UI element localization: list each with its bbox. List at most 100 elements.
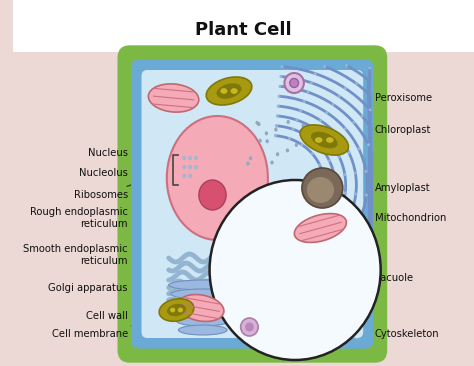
Text: Plant Cell: Plant Cell xyxy=(195,21,292,39)
Ellipse shape xyxy=(313,127,316,130)
Ellipse shape xyxy=(276,115,279,117)
Ellipse shape xyxy=(319,202,322,205)
Ellipse shape xyxy=(328,254,331,257)
Ellipse shape xyxy=(188,165,192,169)
Ellipse shape xyxy=(231,88,237,94)
Ellipse shape xyxy=(264,131,268,135)
Ellipse shape xyxy=(314,72,317,75)
Ellipse shape xyxy=(344,87,347,90)
Ellipse shape xyxy=(318,163,321,167)
Ellipse shape xyxy=(365,228,368,231)
Ellipse shape xyxy=(290,78,299,87)
Ellipse shape xyxy=(176,316,229,326)
Ellipse shape xyxy=(182,174,186,178)
Ellipse shape xyxy=(328,159,331,163)
Ellipse shape xyxy=(319,119,322,122)
Ellipse shape xyxy=(169,280,237,290)
Ellipse shape xyxy=(210,180,381,360)
Text: Mitochondrion: Mitochondrion xyxy=(349,213,446,226)
Ellipse shape xyxy=(292,128,294,131)
Ellipse shape xyxy=(241,318,258,336)
Ellipse shape xyxy=(349,250,352,253)
Ellipse shape xyxy=(322,246,325,249)
Text: Ribosomes: Ribosomes xyxy=(73,171,173,200)
Ellipse shape xyxy=(257,122,261,126)
Ellipse shape xyxy=(360,115,364,117)
Ellipse shape xyxy=(301,143,303,146)
Ellipse shape xyxy=(323,65,326,68)
Ellipse shape xyxy=(348,277,351,280)
Ellipse shape xyxy=(171,289,235,299)
Ellipse shape xyxy=(368,313,371,316)
Ellipse shape xyxy=(344,127,347,130)
Ellipse shape xyxy=(338,155,341,158)
Ellipse shape xyxy=(339,209,342,212)
Text: Cytoskeleton: Cytoskeleton xyxy=(356,322,439,339)
Ellipse shape xyxy=(355,82,358,85)
Ellipse shape xyxy=(188,156,192,160)
Ellipse shape xyxy=(217,83,242,99)
Ellipse shape xyxy=(279,85,282,88)
Ellipse shape xyxy=(355,193,357,195)
Ellipse shape xyxy=(322,176,325,179)
Ellipse shape xyxy=(286,120,290,124)
Ellipse shape xyxy=(159,299,194,321)
Ellipse shape xyxy=(331,103,334,106)
Ellipse shape xyxy=(286,148,289,152)
Ellipse shape xyxy=(300,125,348,155)
Ellipse shape xyxy=(312,213,315,216)
Ellipse shape xyxy=(322,189,325,192)
FancyBboxPatch shape xyxy=(118,46,386,362)
Ellipse shape xyxy=(294,214,346,242)
Ellipse shape xyxy=(315,238,318,241)
Ellipse shape xyxy=(295,143,298,147)
Ellipse shape xyxy=(333,190,336,193)
Ellipse shape xyxy=(281,65,283,68)
FancyBboxPatch shape xyxy=(132,60,373,348)
Text: Peroxisome: Peroxisome xyxy=(308,82,432,103)
Text: Smooth endoplasmic
reticulum: Smooth endoplasmic reticulum xyxy=(23,244,223,266)
Ellipse shape xyxy=(345,64,348,67)
Ellipse shape xyxy=(178,295,224,321)
Ellipse shape xyxy=(367,143,370,146)
Text: Amyloplast: Amyloplast xyxy=(346,183,430,193)
Ellipse shape xyxy=(341,270,344,273)
Text: Vacuole: Vacuole xyxy=(362,266,414,283)
Ellipse shape xyxy=(329,225,332,228)
Ellipse shape xyxy=(327,267,330,270)
Text: Golgi apparatus: Golgi apparatus xyxy=(48,283,203,296)
Ellipse shape xyxy=(182,165,186,169)
Ellipse shape xyxy=(278,95,281,98)
Ellipse shape xyxy=(270,161,273,165)
Ellipse shape xyxy=(295,119,298,122)
Ellipse shape xyxy=(199,180,226,210)
Ellipse shape xyxy=(265,139,269,143)
Ellipse shape xyxy=(303,100,306,103)
Ellipse shape xyxy=(277,105,280,108)
Ellipse shape xyxy=(188,174,192,178)
Ellipse shape xyxy=(206,77,252,105)
Ellipse shape xyxy=(325,111,328,114)
Ellipse shape xyxy=(336,133,338,137)
Ellipse shape xyxy=(302,223,305,226)
Ellipse shape xyxy=(326,137,334,143)
Ellipse shape xyxy=(220,88,228,94)
Ellipse shape xyxy=(344,191,346,194)
Ellipse shape xyxy=(274,128,278,131)
Ellipse shape xyxy=(249,156,252,160)
Ellipse shape xyxy=(309,231,311,234)
Ellipse shape xyxy=(246,161,250,165)
Text: Nucleolus: Nucleolus xyxy=(79,168,203,189)
Ellipse shape xyxy=(337,231,340,234)
Ellipse shape xyxy=(337,318,340,321)
Ellipse shape xyxy=(311,132,337,148)
Ellipse shape xyxy=(337,95,341,98)
Ellipse shape xyxy=(174,307,231,317)
Ellipse shape xyxy=(170,307,175,313)
Ellipse shape xyxy=(333,175,336,178)
Ellipse shape xyxy=(306,91,310,94)
Ellipse shape xyxy=(288,137,291,140)
Ellipse shape xyxy=(182,156,186,160)
Ellipse shape xyxy=(167,304,186,316)
Ellipse shape xyxy=(178,325,227,335)
